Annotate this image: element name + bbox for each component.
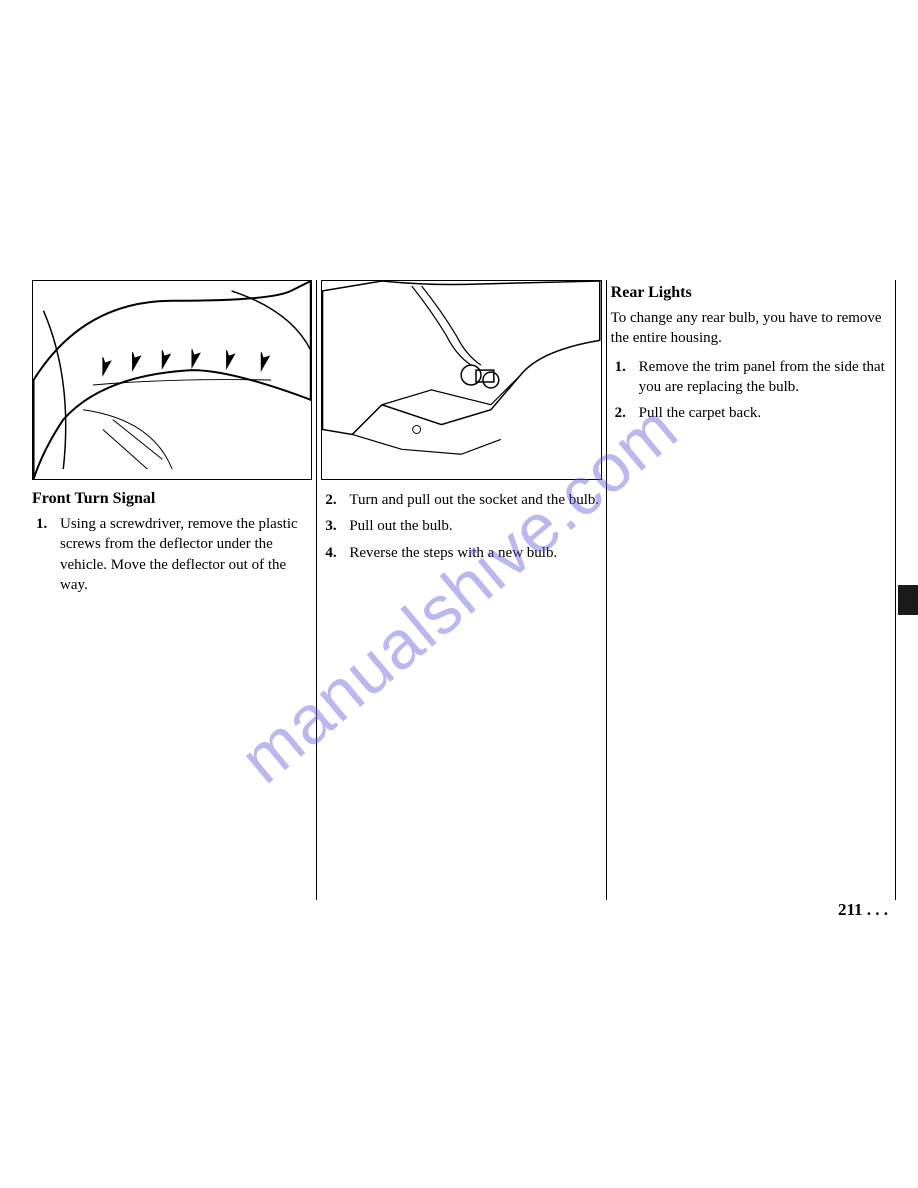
column-layout: Front Turn Signal Using a screwdriver, r… — [28, 280, 896, 900]
steps-col2: Turn and pull out the socket and the bul… — [321, 490, 601, 563]
page-number: 211 . . . — [838, 900, 888, 920]
illustration-socket — [321, 280, 601, 480]
illustration-front-turn-signal — [32, 280, 312, 480]
step: Remove the trim panel from the side that… — [611, 357, 891, 398]
steps-col1: Using a screwdriver, remove the plastic … — [32, 514, 312, 595]
step: Using a screwdriver, remove the plastic … — [32, 514, 312, 595]
step: Pull the carpet back. — [611, 403, 891, 423]
manual-page: Front Turn Signal Using a screwdriver, r… — [28, 280, 896, 900]
edge-tab — [898, 585, 918, 615]
steps-col3: Remove the trim panel from the side that… — [611, 357, 891, 424]
sketch-svg — [33, 281, 311, 479]
column-1: Front Turn Signal Using a screwdriver, r… — [28, 280, 317, 900]
sketch-svg — [322, 281, 600, 479]
heading-rear-lights: Rear Lights — [611, 284, 891, 302]
step: Pull out the bulb. — [321, 516, 601, 536]
step: Turn and pull out the socket and the bul… — [321, 490, 601, 510]
column-3: Rear Lights To change any rear bulb, you… — [607, 280, 896, 900]
intro-rear-lights: To change any rear bulb, you have to rem… — [611, 308, 891, 349]
step: Reverse the steps with a new bulb. — [321, 543, 601, 563]
column-2: Turn and pull out the socket and the bul… — [317, 280, 606, 900]
heading-front-turn-signal: Front Turn Signal — [32, 490, 312, 508]
